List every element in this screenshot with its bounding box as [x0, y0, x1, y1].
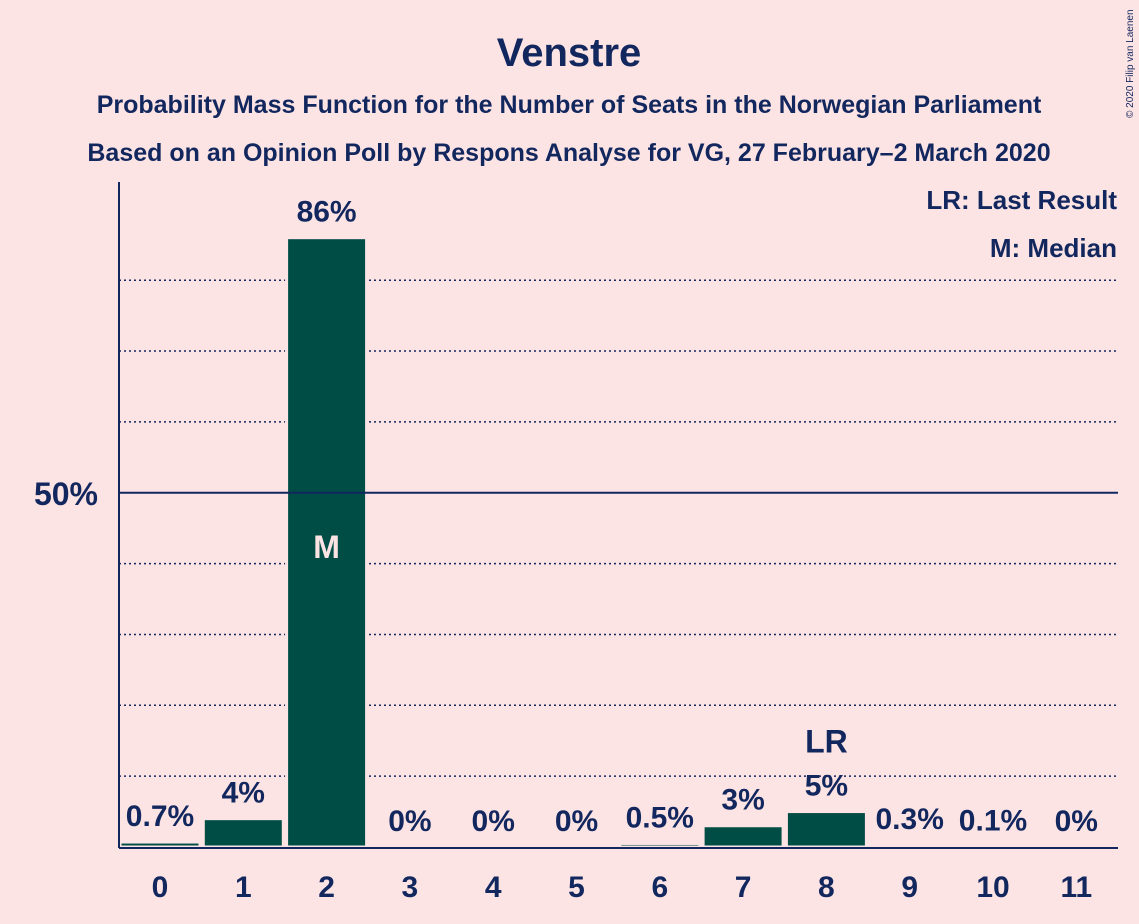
data-label-2: 86%	[297, 196, 357, 229]
x-tick-10: 10	[976, 871, 1009, 904]
x-tick-6: 6	[651, 871, 668, 904]
bar-10	[951, 844, 1035, 849]
x-tick-11: 11	[1060, 871, 1092, 904]
legend-median: M: Median	[990, 233, 1117, 263]
bar-2	[285, 236, 369, 849]
data-label-5: 0%	[555, 805, 598, 838]
bar-0	[118, 840, 202, 849]
x-tick-3: 3	[402, 871, 419, 904]
x-tick-5: 5	[568, 871, 585, 904]
x-tick-8: 8	[818, 871, 835, 904]
x-tick-9: 9	[901, 871, 918, 904]
x-tick-4: 4	[485, 871, 502, 904]
chart-subtitle-1: Probability Mass Function for the Number…	[97, 91, 1042, 119]
x-tick-2: 2	[318, 871, 335, 904]
data-label-9: 0.3%	[876, 803, 944, 836]
median-marker: M	[313, 529, 340, 565]
bar-7	[701, 824, 785, 849]
data-label-1: 4%	[222, 777, 265, 810]
y-tick-label-50: 50%	[34, 476, 98, 512]
data-labels: 0.7% 4% 86% M 0% 0% 0% 0.5% 3% 5% LR 0.3% 0.1% 0%	[126, 196, 1098, 838]
data-label-8: 5%	[805, 770, 848, 803]
legend-last-result: LR: Last Result	[926, 185, 1117, 215]
gridlines	[119, 279, 1118, 777]
data-label-4: 0%	[472, 805, 515, 838]
bar-9	[868, 843, 952, 849]
data-label-11: 0%	[1055, 805, 1098, 838]
data-label-7: 3%	[721, 784, 764, 817]
x-tick-0: 0	[152, 871, 169, 904]
copyright-text: © 2020 Filip van Laenen	[1125, 9, 1136, 118]
data-label-0: 0.7%	[126, 800, 194, 833]
chart-subtitle-2: Based on an Opinion Poll by Respons Anal…	[87, 139, 1050, 167]
data-label-6: 0.5%	[626, 801, 694, 834]
data-label-3: 0%	[388, 805, 431, 838]
chart-title: Venstre	[497, 31, 642, 75]
x-tick-7: 7	[735, 871, 752, 904]
bar-1	[201, 817, 285, 849]
x-tick-labels: 0 1 2 3 4 5 6 7 8 9 10 11	[152, 871, 1093, 904]
bars	[118, 236, 1035, 849]
bar-8	[784, 810, 868, 849]
bar-6	[618, 841, 702, 849]
x-tick-1: 1	[235, 871, 252, 904]
data-label-10: 0.1%	[959, 804, 1027, 837]
last-result-marker: LR	[805, 724, 848, 760]
